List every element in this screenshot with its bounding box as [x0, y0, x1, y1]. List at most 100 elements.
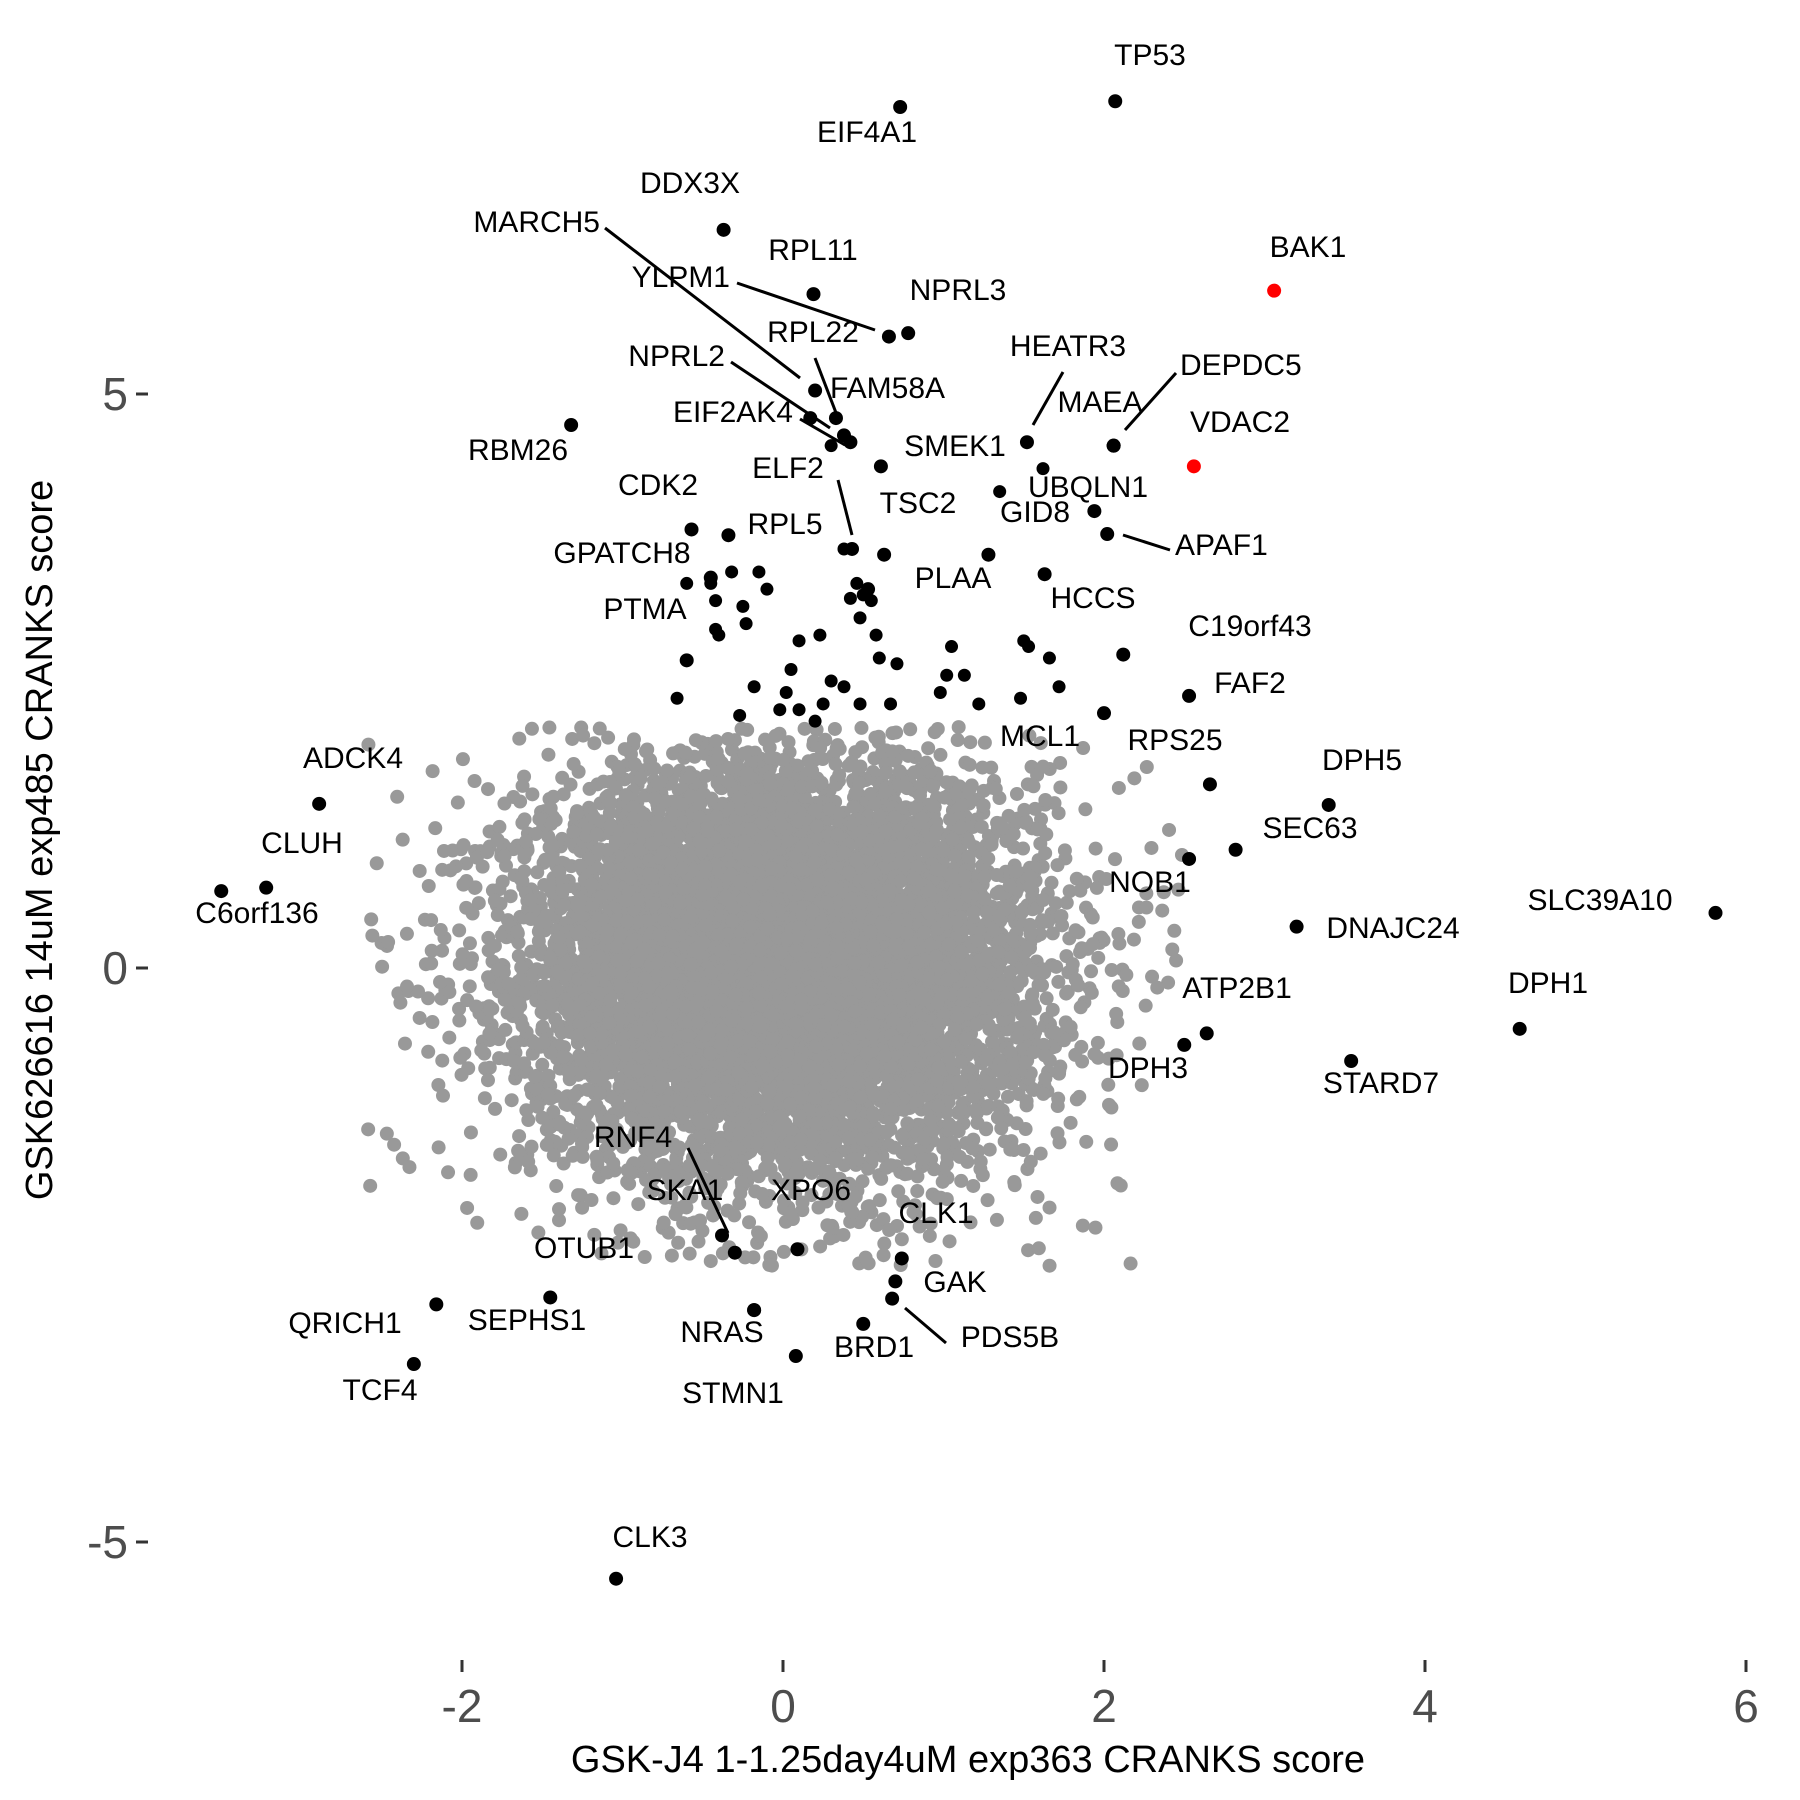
background-point	[606, 1191, 621, 1206]
background-point	[1144, 840, 1159, 855]
background-point	[854, 720, 869, 735]
background-point	[1145, 969, 1160, 984]
background-point	[781, 735, 796, 750]
background-point	[584, 1193, 599, 1208]
background-point	[450, 795, 465, 810]
background-point	[478, 1061, 493, 1076]
background-point	[910, 1184, 925, 1199]
background-point	[535, 1057, 550, 1072]
background-point	[587, 736, 602, 751]
background-point	[497, 796, 512, 811]
background-point	[896, 1194, 911, 1209]
background-point	[453, 1050, 468, 1065]
background-point	[1016, 1143, 1031, 1158]
background-point	[511, 1143, 526, 1158]
background-point	[1028, 801, 1043, 816]
background-point	[515, 778, 530, 793]
background-point	[452, 923, 467, 938]
background-point	[1031, 1241, 1046, 1256]
background-point	[552, 1213, 567, 1228]
background-point	[942, 1234, 957, 1249]
background-point	[361, 737, 376, 752]
background-point	[922, 1228, 937, 1243]
background-point	[610, 1235, 625, 1250]
background-point	[1038, 792, 1053, 807]
background-point	[981, 1099, 996, 1114]
background-point	[470, 1215, 485, 1230]
background-point	[395, 832, 410, 847]
background-point	[1048, 896, 1063, 911]
background-point	[613, 1223, 628, 1238]
background-point	[452, 1013, 467, 1028]
background-point	[435, 943, 450, 958]
background-point	[1021, 1243, 1036, 1258]
background-point	[513, 794, 528, 809]
background-point	[921, 741, 936, 756]
background-point	[381, 935, 396, 950]
background-point	[514, 1206, 529, 1221]
background-point	[1016, 841, 1031, 856]
background-point	[1069, 871, 1084, 886]
background-point	[1042, 1258, 1057, 1273]
background-point	[410, 984, 425, 999]
background-point	[894, 1232, 909, 1247]
background-point	[469, 850, 484, 865]
background-point	[488, 1101, 503, 1116]
background-point	[511, 948, 526, 963]
background-point	[594, 1246, 609, 1261]
background-point-cloud	[361, 720, 1189, 1273]
background-point	[571, 1188, 586, 1203]
background-point	[455, 947, 470, 962]
background-point	[671, 1235, 686, 1250]
background-point	[623, 1231, 638, 1246]
background-point	[477, 1091, 492, 1106]
background-point	[664, 1248, 679, 1263]
background-point	[1109, 1048, 1124, 1063]
background-point	[1062, 884, 1077, 899]
background-point	[1035, 978, 1050, 993]
background-point	[1000, 1089, 1015, 1104]
background-point	[1104, 1100, 1119, 1115]
background-point	[984, 837, 999, 852]
background-point	[555, 770, 570, 785]
background-point	[963, 735, 978, 750]
background-point	[524, 1139, 539, 1154]
background-point	[1167, 923, 1182, 938]
background-point	[421, 991, 436, 1006]
background-point	[425, 1015, 440, 1030]
background-point	[950, 733, 965, 748]
background-point	[1051, 806, 1066, 821]
background-point	[530, 865, 545, 880]
background-point	[1085, 910, 1100, 925]
background-point	[1022, 728, 1037, 743]
background-point	[463, 1167, 478, 1182]
background-point	[397, 1036, 412, 1051]
background-point	[1165, 942, 1180, 957]
background-point	[1073, 1000, 1088, 1015]
background-point	[546, 1148, 561, 1163]
background-point	[1059, 895, 1074, 910]
background-point	[552, 1202, 567, 1217]
background-point	[1134, 1078, 1149, 1093]
background-point	[387, 1137, 402, 1152]
background-point	[1132, 1036, 1147, 1051]
background-point	[755, 1187, 770, 1202]
background-point	[1053, 755, 1068, 770]
background-point	[1033, 736, 1048, 751]
background-point	[1104, 963, 1119, 978]
background-point	[375, 959, 390, 974]
background-point	[975, 1168, 990, 1183]
background-point	[364, 912, 379, 927]
background-point	[575, 1200, 590, 1215]
background-point	[862, 1199, 877, 1214]
background-point	[1162, 822, 1177, 837]
background-point	[1007, 1175, 1022, 1190]
background-point	[876, 1212, 891, 1227]
background-point	[399, 926, 414, 941]
background-point	[455, 752, 470, 767]
background-point	[471, 896, 486, 911]
background-point	[903, 722, 918, 737]
background-point	[460, 1200, 475, 1215]
background-point	[435, 1088, 450, 1103]
background-point	[1050, 858, 1065, 873]
